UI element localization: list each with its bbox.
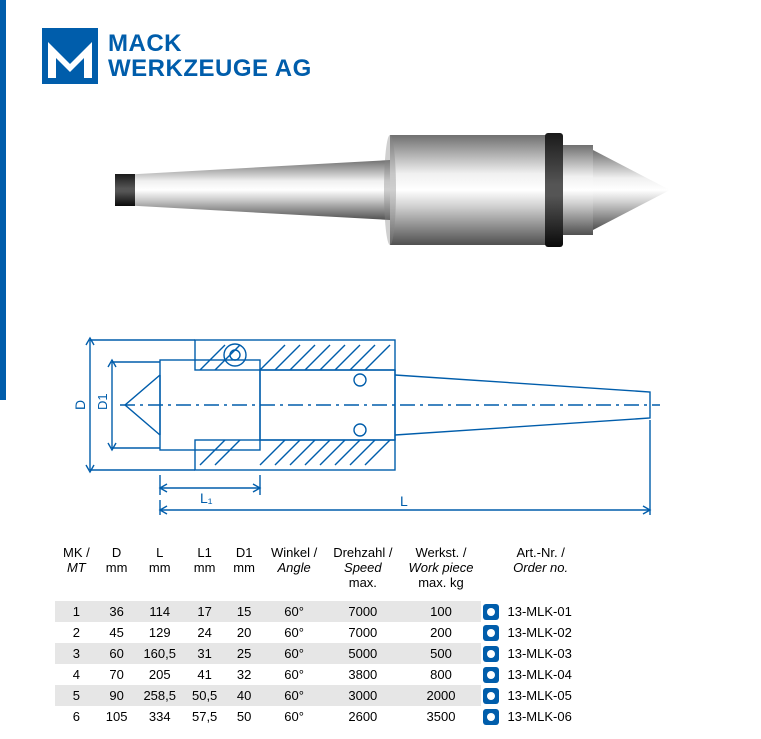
variant-dot xyxy=(481,622,501,643)
variant-dot xyxy=(481,706,501,727)
cell-mk: 2 xyxy=(55,622,98,643)
cell-mk: 5 xyxy=(55,685,98,706)
accent-bar xyxy=(0,0,6,400)
cell-l: 114 xyxy=(135,601,184,622)
cell-spd: 5000 xyxy=(325,643,400,664)
cell-wp: 500 xyxy=(400,643,481,664)
cell-wp: 800 xyxy=(400,664,481,685)
dot-icon xyxy=(483,709,499,725)
cell-l: 160,5 xyxy=(135,643,184,664)
cell-spd: 7000 xyxy=(325,622,400,643)
cell-ang: 60° xyxy=(263,622,325,643)
variant-dot xyxy=(481,601,501,622)
col-orderno: Art.-Nr. /Order no. xyxy=(501,542,579,601)
cell-d: 70 xyxy=(98,664,136,685)
cell-orderno: 13-MLK-03 xyxy=(501,643,579,664)
table-row: 136114171560°7000100 13-MLK-01 xyxy=(55,601,580,622)
cell-ang: 60° xyxy=(263,685,325,706)
cell-wp: 200 xyxy=(400,622,481,643)
cell-wp: 100 xyxy=(400,601,481,622)
dot-icon xyxy=(483,667,499,683)
col-workpiece: Werkst. /Work piecemax. kg xyxy=(400,542,481,601)
cell-l: 205 xyxy=(135,664,184,685)
cell-l: 334 xyxy=(135,706,184,727)
cell-spd: 7000 xyxy=(325,601,400,622)
cell-l1: 41 xyxy=(184,664,225,685)
table-row: 360160,5312560°5000500 13-MLK-03 xyxy=(55,643,580,664)
cell-l: 129 xyxy=(135,622,184,643)
cell-mk: 6 xyxy=(55,706,98,727)
cell-spd: 3000 xyxy=(325,685,400,706)
brand-logo: MACK WERKZEUGE AG xyxy=(42,28,312,84)
dim-d1-label: D1 xyxy=(95,393,110,410)
spec-table: MK /MT Dmm Lmm L1mm D1mm Winkel /Angle D… xyxy=(55,542,580,727)
cell-mk: 3 xyxy=(55,643,98,664)
variant-dot xyxy=(481,643,501,664)
cell-d1: 15 xyxy=(225,601,263,622)
cell-ang: 60° xyxy=(263,643,325,664)
col-l1: L1mm xyxy=(184,542,225,601)
cell-d: 36 xyxy=(98,601,136,622)
dot-icon xyxy=(483,646,499,662)
dot-icon xyxy=(483,604,499,620)
cell-l1: 24 xyxy=(184,622,225,643)
col-speed: Drehzahl /Speedmax. xyxy=(325,542,400,601)
table-row: 590258,550,54060°30002000 13-MLK-05 xyxy=(55,685,580,706)
cell-orderno: 13-MLK-06 xyxy=(501,706,579,727)
cell-wp: 2000 xyxy=(400,685,481,706)
dim-l1-label: L₁ xyxy=(200,490,213,506)
cell-orderno: 13-MLK-01 xyxy=(501,601,579,622)
brand-name: MACK WERKZEUGE AG xyxy=(108,31,312,81)
col-mk: MK /MT xyxy=(55,542,98,601)
product-image xyxy=(90,100,690,280)
cell-d: 105 xyxy=(98,706,136,727)
dim-d-label: D xyxy=(72,400,88,410)
variant-dot xyxy=(481,664,501,685)
cell-orderno: 13-MLK-02 xyxy=(501,622,579,643)
cell-ang: 60° xyxy=(263,664,325,685)
table-row: 245129242060°7000200 13-MLK-02 xyxy=(55,622,580,643)
cell-d1: 32 xyxy=(225,664,263,685)
cell-d1: 50 xyxy=(225,706,263,727)
cell-ang: 60° xyxy=(263,706,325,727)
cell-d: 90 xyxy=(98,685,136,706)
cell-wp: 3500 xyxy=(400,706,481,727)
cell-l1: 17 xyxy=(184,601,225,622)
cell-orderno: 13-MLK-05 xyxy=(501,685,579,706)
cell-d1: 25 xyxy=(225,643,263,664)
variant-dot xyxy=(481,685,501,706)
col-d1: D1mm xyxy=(225,542,263,601)
cell-d: 45 xyxy=(98,622,136,643)
table-header-row: MK /MT Dmm Lmm L1mm D1mm Winkel /Angle D… xyxy=(55,542,580,601)
cell-spd: 3800 xyxy=(325,664,400,685)
cell-orderno: 13-MLK-04 xyxy=(501,664,579,685)
cell-d1: 40 xyxy=(225,685,263,706)
technical-drawing: D D1 L₁ L xyxy=(60,320,700,520)
cell-l: 258,5 xyxy=(135,685,184,706)
brand-line2: WERKZEUGE AG xyxy=(108,56,312,81)
table-row: 470205413260°3800800 13-MLK-04 xyxy=(55,664,580,685)
table-row: 610533457,55060°26003500 13-MLK-06 xyxy=(55,706,580,727)
col-d: Dmm xyxy=(98,542,136,601)
cell-l1: 50,5 xyxy=(184,685,225,706)
cell-d: 60 xyxy=(98,643,136,664)
dot-icon xyxy=(483,688,499,704)
cell-mk: 4 xyxy=(55,664,98,685)
dot-icon xyxy=(483,625,499,641)
col-l: Lmm xyxy=(135,542,184,601)
cell-spd: 2600 xyxy=(325,706,400,727)
cell-d1: 20 xyxy=(225,622,263,643)
dim-l-label: L xyxy=(400,493,408,509)
cell-l1: 57,5 xyxy=(184,706,225,727)
logo-mark-icon xyxy=(42,28,98,84)
cell-l1: 31 xyxy=(184,643,225,664)
brand-line1: MACK xyxy=(108,31,312,56)
col-angle: Winkel /Angle xyxy=(263,542,325,601)
cell-mk: 1 xyxy=(55,601,98,622)
cell-ang: 60° xyxy=(263,601,325,622)
